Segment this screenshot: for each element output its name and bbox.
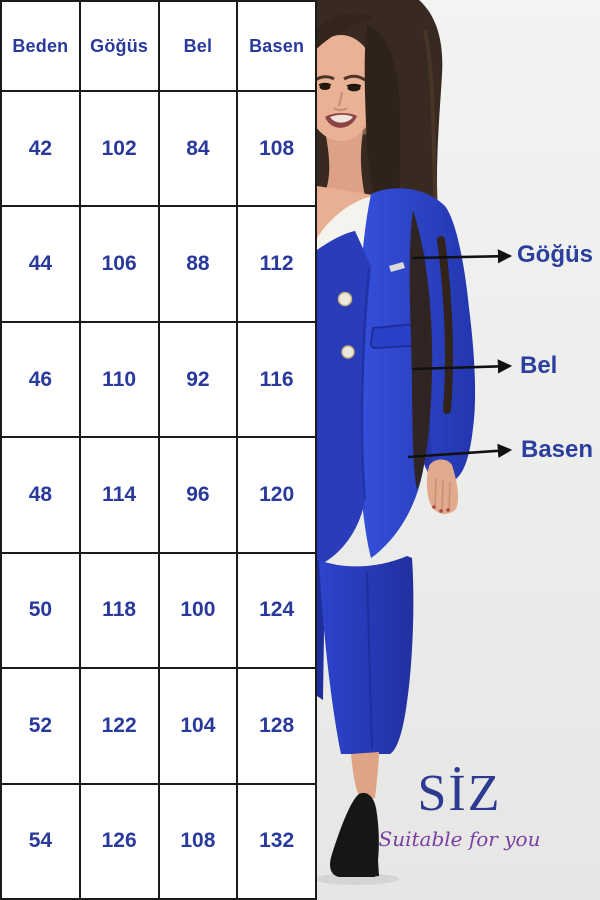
size-table-cell: 42 (2, 92, 79, 206)
size-table-row: 54 126 108 132 (2, 782, 315, 898)
basen-label: Basen (521, 436, 594, 463)
size-table-row: 42 102 84 108 (2, 90, 315, 206)
size-table-cell: 48 (2, 438, 79, 552)
size-table-cell: 44 (2, 207, 79, 321)
gogus-arrow (411, 249, 513, 264)
size-table-cell: 104 (157, 669, 237, 783)
measurement-arrows (407, 249, 513, 459)
brand-logo: SİZ Suitable for you (367, 765, 552, 852)
size-table-cell: 54 (2, 784, 79, 898)
teeth (330, 114, 353, 123)
size-table-cell: 52 (2, 669, 79, 783)
eye-right (347, 84, 361, 92)
ankle (351, 752, 379, 800)
size-table-cell: 110 (78, 322, 158, 437)
model-photo: Göğüs Bel Basen SİZ Suitable for you (317, 0, 600, 900)
size-table-cell: 124 (236, 553, 315, 668)
button-bottom (341, 345, 355, 359)
size-table-cell: 84 (157, 92, 237, 206)
size-table-cell: 122 (78, 669, 158, 783)
size-table-header-cell: Bel (157, 2, 237, 90)
size-table-row: 50 118 100 124 (2, 551, 315, 668)
size-table-cell: 126 (78, 784, 158, 898)
size-table-cell: 100 (157, 553, 237, 668)
size-table-cell: 106 (78, 207, 158, 321)
eyebrow-right (343, 74, 366, 82)
size-table-cell: 118 (78, 553, 158, 668)
high-heel-shoe (330, 792, 379, 877)
brand-name: SİZ (417, 765, 502, 822)
size-table-cell: 116 (236, 322, 315, 437)
size-table-cell: 112 (236, 207, 315, 321)
button-top (337, 291, 353, 307)
bel-arrow (411, 359, 513, 374)
gogus-label: Göğüs (517, 241, 593, 268)
size-table-header-cell: Beden (2, 2, 79, 90)
pants (319, 556, 414, 754)
basen-arrow (407, 443, 513, 459)
size-table-row: 48 114 96 120 (2, 436, 315, 552)
size-table-cell: 96 (157, 438, 237, 552)
size-table-header-cell: Göğüs (78, 2, 158, 90)
nose (333, 91, 348, 111)
eyebrow-left (317, 75, 335, 81)
size-table-cell: 132 (236, 784, 315, 898)
size-table-cell: 120 (236, 438, 315, 552)
size-table: Beden Göğüs Bel Basen 42 102 84 108 44 106 88 112 4… (0, 0, 317, 900)
size-table-cell: 108 (236, 92, 315, 206)
size-table-cell: 50 (2, 553, 79, 668)
size-table-row: 44 106 88 112 (2, 205, 315, 321)
size-table-cell: 92 (157, 322, 237, 437)
outfit (317, 188, 476, 885)
size-table-header-row: Beden Göğüs Bel Basen (2, 2, 315, 90)
size-table-cell: 114 (78, 438, 158, 552)
neck (325, 130, 365, 196)
size-table-row: 52 122 104 128 (2, 667, 315, 783)
size-table-row: 46 110 92 116 (2, 320, 315, 437)
size-table-cell: 108 (157, 784, 237, 898)
eye-left (319, 84, 331, 90)
size-table-cell: 128 (236, 669, 315, 783)
chest-pocket (389, 262, 405, 272)
size-table-cell: 46 (2, 322, 79, 437)
bel-label: Bel (520, 352, 558, 379)
size-table-header-cell: Basen (236, 2, 315, 90)
size-table-cell: 102 (78, 92, 158, 206)
model-illustration (317, 0, 513, 885)
brand-tagline: Suitable for you (378, 827, 541, 851)
size-table-cell: 88 (157, 207, 237, 321)
